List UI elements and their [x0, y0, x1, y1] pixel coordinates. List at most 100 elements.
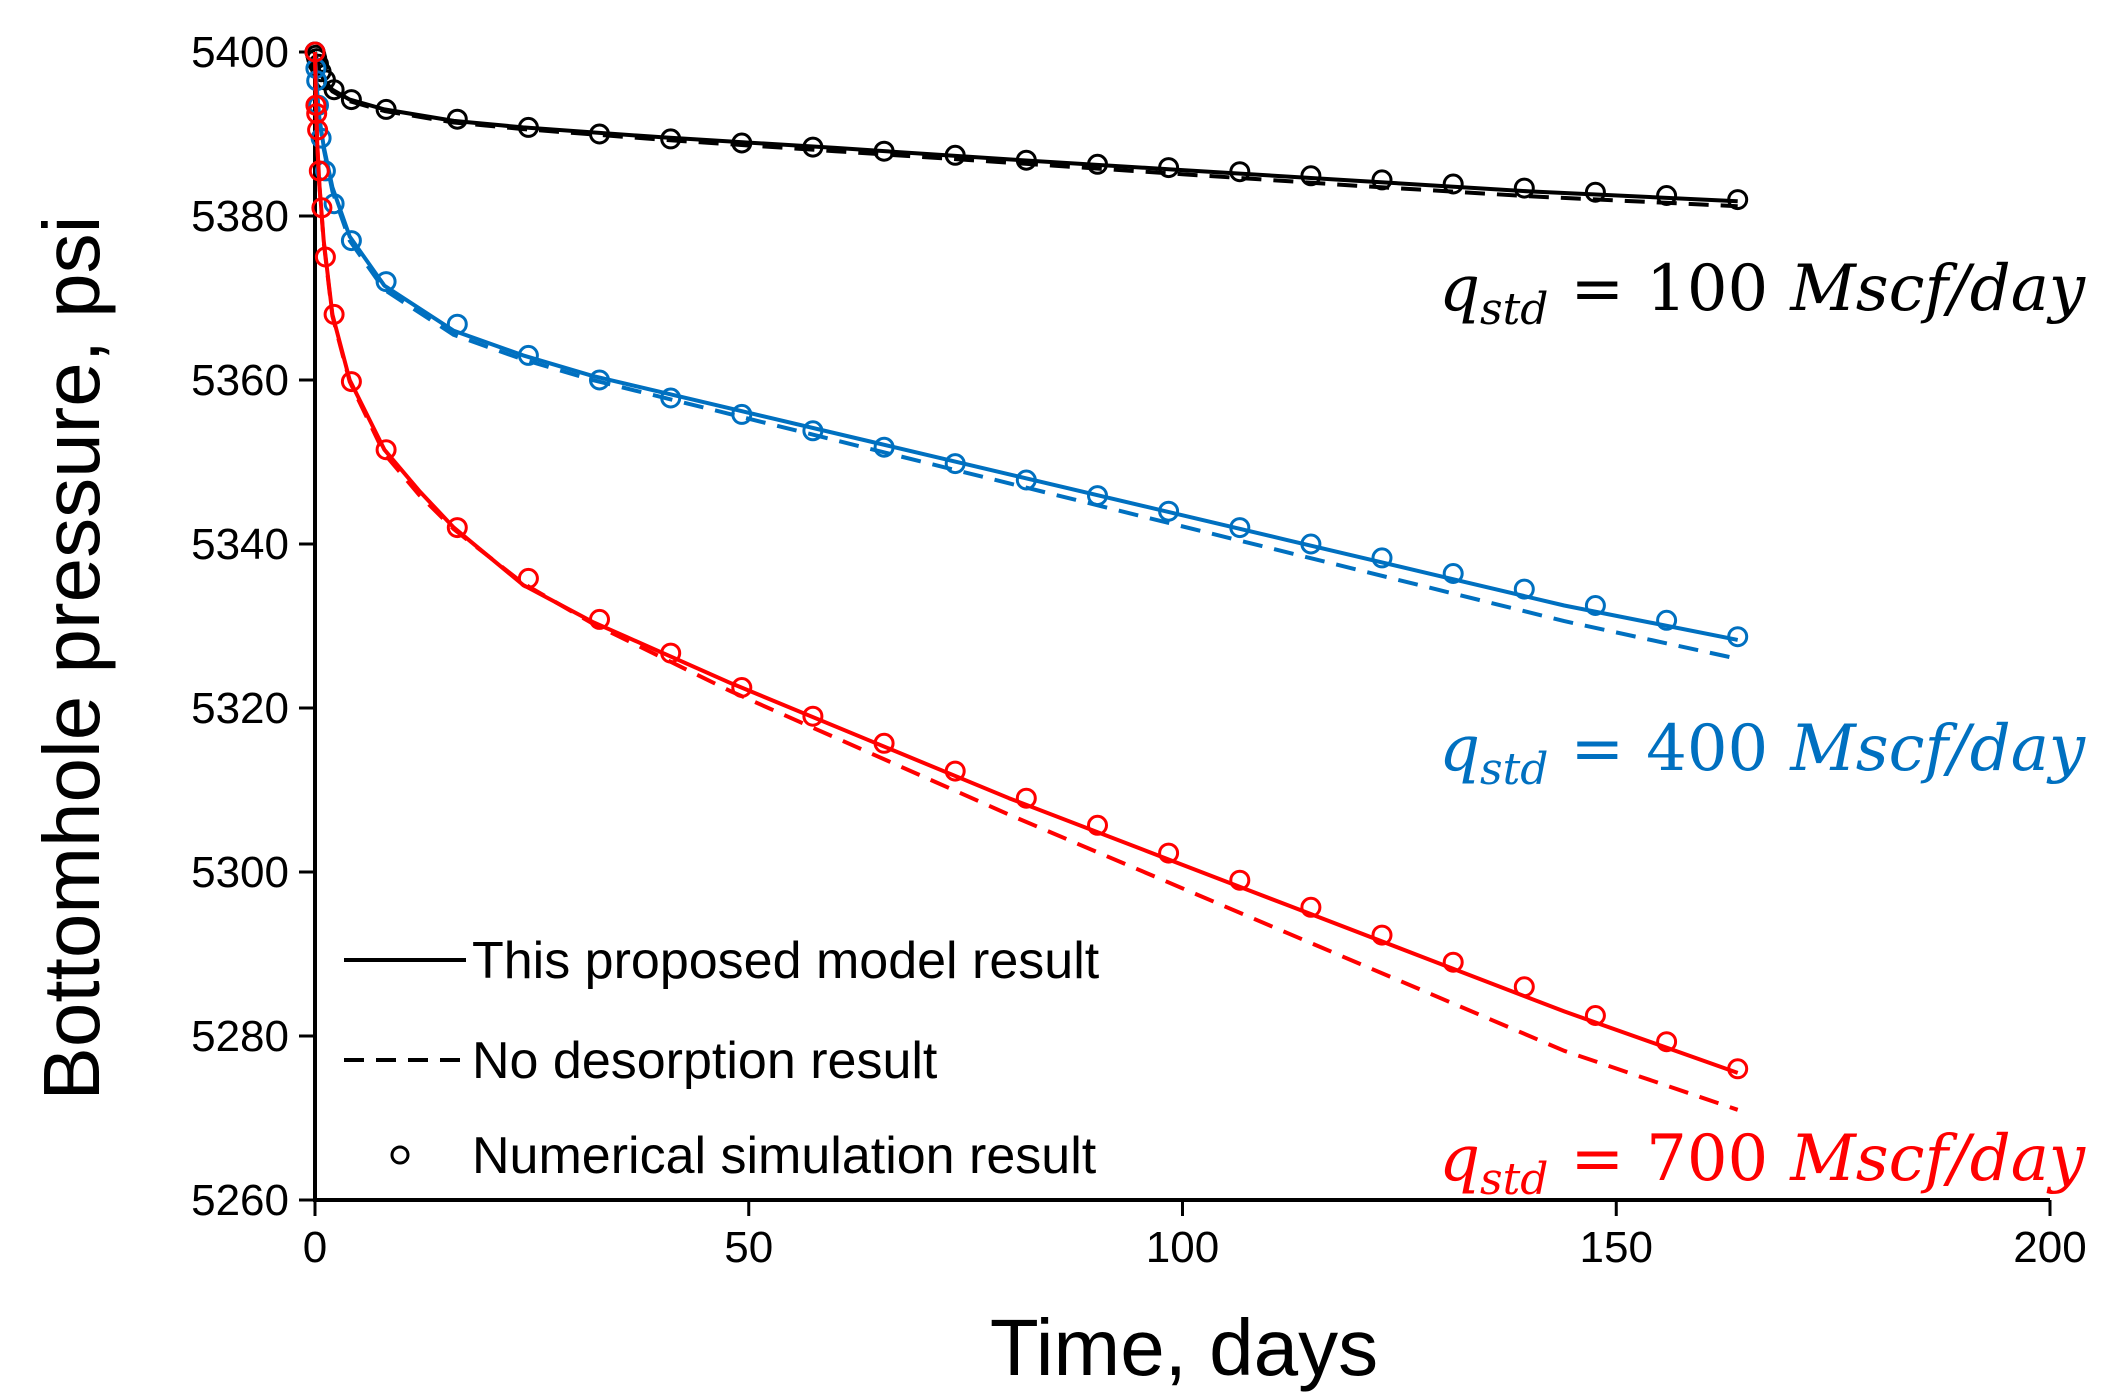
simulation-point-400: [589, 369, 610, 391]
simulation-point-700: [323, 303, 345, 325]
simulation-point-400: [660, 387, 682, 409]
legend-entry-no-desorption: No desorption result: [472, 1032, 938, 1090]
annotation-rate-100-unit: Mscf/day: [1789, 252, 2086, 326]
simulation-point-700: [311, 197, 333, 219]
annotation-rate-400-q: q: [1439, 712, 1480, 786]
y-tick-label: 5340: [191, 520, 289, 569]
simulation-point-400: [1087, 485, 1108, 507]
simulation-point-700: [802, 705, 824, 727]
annotation-rate-700: qstd = 700 Mscf/day: [1439, 1122, 2086, 1205]
legend-circle-marker-swatch: [390, 1145, 410, 1165]
simulation-point-400: [1584, 595, 1606, 616]
y-tick-label: 5320: [191, 684, 289, 733]
simulation-point-100: [660, 128, 682, 150]
simulation-point-400: [1300, 533, 1322, 555]
y-tick-label: 5360: [191, 356, 289, 405]
simulation-point-100: [1727, 189, 1749, 211]
simulation-point-700: [517, 567, 539, 589]
simulation-point-100: [1300, 165, 1322, 187]
simulation-point-400: [1513, 578, 1535, 600]
x-axis-title: Time, days: [990, 1303, 1378, 1392]
simulation-point-400: [802, 420, 824, 442]
annotation-rate-400: qstd = 400 Mscf/day: [1439, 712, 2086, 795]
annotation-rate-100-value: 100: [1646, 252, 1768, 326]
simulation-point-700: [307, 119, 329, 141]
simulation-point-700: [340, 371, 362, 393]
x-tick-label: 150: [1580, 1223, 1653, 1272]
simulation-point-100: [340, 89, 362, 111]
simulation-point-700: [305, 94, 327, 116]
plot-series: [304, 41, 1749, 1112]
simulation-point-100: [802, 136, 824, 158]
simulation-point-400: [1727, 626, 1749, 648]
simulation-point-100: [1442, 173, 1464, 195]
simulation-point-700: [1300, 896, 1322, 918]
simulation-point-100: [1584, 181, 1606, 203]
simulation-point-400: [517, 344, 539, 366]
simulation-point-700: [306, 103, 328, 124]
series-rate-700: [304, 41, 1749, 1112]
simulation-point-400: [375, 271, 397, 293]
proposed-model-line-400: [313, 51, 1739, 642]
simulation-point-700: [1442, 951, 1464, 973]
proposed-model-line-700: [313, 51, 1739, 1075]
simulation-point-400: [446, 313, 468, 335]
y-tick-label: 5260: [191, 1176, 289, 1225]
x-axis-ticks: 0 50 100 150 200: [303, 1200, 2087, 1272]
simulation-point-400: [340, 230, 362, 252]
legend-entry-proposed-model: This proposed model result: [472, 932, 1100, 990]
simulation-point-700: [1229, 869, 1251, 891]
simulation-point-700: [873, 732, 895, 754]
annotation-rate-100-q: q: [1439, 252, 1480, 326]
annotation-rate-700-q: q: [1439, 1122, 1480, 1196]
simulation-point-700: [1158, 842, 1180, 864]
simulation-point-700: [660, 642, 682, 664]
simulation-point-100: [1229, 161, 1251, 183]
y-tick-label: 5300: [191, 848, 289, 897]
annotation-rate-400-unit: Mscf/day: [1789, 712, 2086, 786]
simulation-point-700: [1727, 1058, 1749, 1080]
y-tick-label: 5380: [191, 192, 289, 241]
simulation-point-100: [944, 144, 966, 166]
simulation-point-700: [1584, 1005, 1606, 1026]
simulation-point-400: [1158, 500, 1180, 522]
simulation-point-400: [873, 436, 895, 458]
simulation-point-400: [1371, 547, 1393, 569]
simulation-point-700: [1015, 787, 1037, 809]
annotation-rate-400-value: 400: [1646, 712, 1768, 786]
y-tick-label: 5400: [191, 28, 289, 77]
x-tick-label: 200: [2013, 1223, 2086, 1272]
simulation-point-700: [944, 760, 966, 782]
x-tick-label: 100: [1146, 1223, 1219, 1272]
simulation-point-100: [517, 116, 539, 138]
simulation-point-700: [375, 439, 397, 461]
simulation-point-400: [944, 453, 966, 475]
y-axis-ticks: 5260 5280 5300 5320 5340 5360 5380 5400: [191, 28, 315, 1225]
y-axis-title: Bottomhole pressure, psi: [27, 216, 116, 1101]
simulation-point-400: [731, 403, 753, 425]
simulation-point-100: [446, 108, 468, 130]
simulation-point-400: [1656, 609, 1678, 631]
simulation-point-100: [1513, 177, 1535, 199]
simulation-point-700: [308, 160, 330, 182]
simulation-point-100: [1371, 169, 1393, 191]
annotation-rate-100: qstd = 100 Mscf/day: [1439, 252, 2086, 335]
simulation-point-100: [323, 79, 345, 101]
simulation-point-100: [375, 98, 397, 120]
axes: [313, 52, 2050, 1202]
simulation-point-700: [589, 608, 610, 630]
series-rate-100: [304, 41, 1749, 211]
simulation-point-400: [1229, 517, 1251, 539]
annotation-rate-700-unit: Mscf/day: [1789, 1122, 2086, 1196]
simulation-point-700: [314, 246, 336, 268]
simulation-point-100: [731, 132, 753, 154]
simulation-point-100: [589, 123, 610, 145]
legend-entry-numerical-simulation: Numerical simulation result: [472, 1127, 1097, 1185]
legend: This proposed model result No desorption…: [344, 932, 1100, 1185]
simulation-point-700: [1656, 1031, 1678, 1053]
simulation-point-700: [1513, 976, 1535, 998]
simulation-point-100: [1015, 149, 1037, 171]
annotation-rate-700-eq: =: [1570, 1122, 1624, 1196]
annotation-rate-100-eq: =: [1570, 252, 1624, 326]
simulation-point-700: [446, 517, 468, 539]
